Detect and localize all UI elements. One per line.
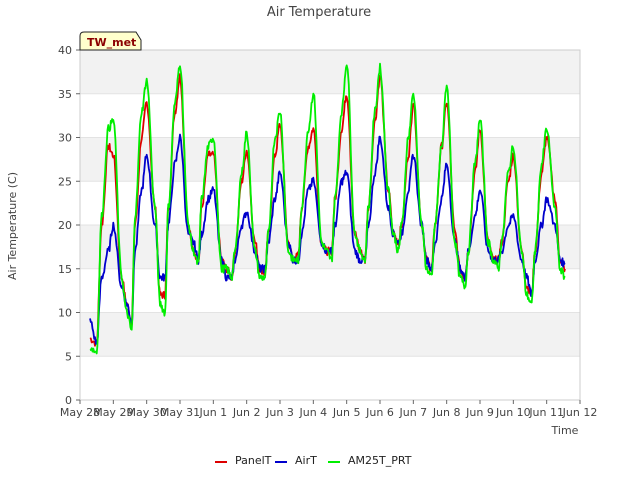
- y-tick-label: 10: [58, 307, 72, 320]
- x-tick-label: May 31: [160, 406, 200, 419]
- x-tick-label: May 29: [93, 406, 133, 419]
- x-tick-label: Jun 4: [298, 406, 327, 419]
- grid-band: [80, 50, 580, 94]
- y-tick-label: 5: [65, 350, 72, 363]
- legend-label: AirT: [295, 454, 317, 467]
- series-lines: [89, 62, 566, 355]
- x-tick-label: Jun 9: [465, 406, 494, 419]
- x-tick-label: Jun 10: [495, 406, 531, 419]
- x-tick-label: May 30: [127, 406, 167, 419]
- station-badge: TW_met: [79, 31, 142, 51]
- x-tick-label: Jun 5: [332, 406, 361, 419]
- y-tick-label: 25: [58, 175, 72, 188]
- y-tick-label: 0: [65, 394, 72, 407]
- legend-label: PanelT: [235, 454, 272, 467]
- y-axis-ticks: 0 5 10 15 20 25 30 35 40: [58, 44, 80, 407]
- grid-band: [80, 137, 580, 182]
- legend: PanelT AirT AM25T_PRT: [215, 454, 412, 467]
- x-tick-label: Jun 11: [528, 406, 564, 419]
- x-tick-label: Jun 1: [198, 406, 227, 419]
- station-badge-box: [79, 31, 142, 51]
- x-axis-label: Time: [551, 424, 579, 437]
- grid-bands: [80, 49, 580, 401]
- x-tick-label: May 28: [60, 406, 100, 419]
- y-tick-label: 30: [58, 132, 72, 145]
- grid-band: [80, 225, 580, 269]
- y-tick-label: 35: [58, 88, 72, 101]
- y-tick-label: 15: [58, 263, 72, 276]
- series-line-am25t-prt: [89, 62, 566, 355]
- legend-label: AM25T_PRT: [348, 454, 412, 467]
- x-tick-label: Jun 12: [562, 406, 598, 419]
- chart-title: Air Temperature: [267, 5, 371, 20]
- x-tick-label: Jun 6: [365, 406, 394, 419]
- y-tick-label: 20: [58, 219, 72, 232]
- station-badge-label: TW_met: [87, 36, 136, 49]
- x-tick-label: Jun 7: [398, 406, 427, 419]
- x-tick-label: Jun 3: [265, 406, 294, 419]
- y-axis-label: Air Temperature (C): [6, 172, 19, 280]
- x-tick-label: Jun 2: [232, 406, 261, 419]
- y-tick-label: 40: [58, 44, 72, 57]
- x-tick-label: Jun 8: [432, 406, 461, 419]
- grid-band: [80, 312, 580, 357]
